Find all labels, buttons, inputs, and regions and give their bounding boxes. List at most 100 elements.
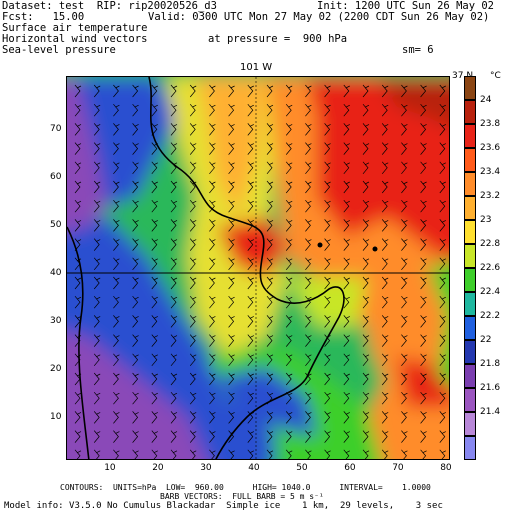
- wind-barb: [362, 219, 370, 232]
- wind-barb: [132, 411, 139, 424]
- wind-barb: [228, 334, 235, 347]
- wind-barb: [228, 315, 235, 328]
- wind-barb: [381, 257, 389, 271]
- wind-barb: [324, 84, 331, 98]
- colorbar-label: 23.4: [480, 167, 501, 177]
- wind-barb: [189, 180, 197, 194]
- wind-barb: [247, 103, 254, 117]
- wind-barb: [285, 430, 293, 443]
- wind-barb: [228, 142, 235, 155]
- wind-barb: [343, 180, 350, 194]
- wind-barb: [439, 199, 446, 213]
- wind-barb: [343, 372, 350, 386]
- wind-barb: [247, 449, 254, 459]
- colorbar-swatch: [464, 388, 476, 412]
- wind-barb: [401, 123, 408, 136]
- wind-barb: [209, 199, 216, 213]
- wind-barb: [420, 391, 427, 405]
- wind-barb: [74, 391, 82, 405]
- wind-barb: [93, 238, 101, 251]
- wind-barb: [189, 103, 197, 117]
- wind-barb: [343, 430, 350, 443]
- wind-barb: [113, 372, 120, 386]
- wind-barb: [170, 238, 178, 251]
- wind-barb: [401, 295, 408, 309]
- wind-barb: [381, 430, 389, 443]
- colorbar-label: 21.8: [480, 359, 501, 369]
- wind-barb: [74, 199, 82, 213]
- wind-barb: [381, 276, 389, 290]
- wind-barb: [209, 84, 216, 98]
- wind-barb: [324, 238, 331, 251]
- wind-barb: [324, 180, 331, 194]
- wind-barb: [343, 276, 350, 290]
- wind-barb: [74, 334, 82, 347]
- wind-barb: [247, 276, 254, 290]
- wind-barb: [439, 257, 446, 271]
- wind-barb: [189, 84, 197, 98]
- smoothing-label: sm= 6: [402, 44, 434, 56]
- wind-barb: [170, 295, 178, 309]
- wind-barb: [209, 449, 216, 459]
- wind-barb: [381, 103, 389, 117]
- wind-barb: [74, 276, 82, 290]
- wind-barb: [362, 353, 370, 367]
- colorbar-swatch: [464, 436, 476, 460]
- wind-barb: [132, 372, 139, 386]
- wind-barb: [439, 315, 446, 328]
- colorbar-swatch: [464, 412, 476, 436]
- colorbar-swatch: [464, 172, 476, 196]
- wind-barb: [381, 161, 389, 175]
- wind-barb: [151, 449, 158, 459]
- wind-barb: [439, 219, 446, 232]
- wind-barb: [362, 199, 370, 213]
- wind-barb: [151, 315, 158, 328]
- wind-barb: [113, 84, 120, 98]
- wind-barb: [113, 430, 120, 443]
- wind-barb: [247, 142, 254, 155]
- wind-barb: [228, 199, 235, 213]
- wind-barb: [266, 353, 274, 367]
- wind-barb: [266, 372, 274, 386]
- wind-barb: [439, 295, 446, 309]
- wind-barb: [189, 219, 197, 232]
- latitude-label: 37 N: [452, 71, 474, 81]
- colorbar-swatch: [464, 340, 476, 364]
- wind-barb: [305, 295, 312, 309]
- wind-barb: [266, 315, 274, 328]
- temperature-field: [67, 77, 449, 459]
- wind-barb: [381, 372, 389, 386]
- wind-barb: [285, 219, 293, 232]
- wind-barb: [362, 449, 370, 459]
- x-tick-label: 50: [296, 463, 308, 473]
- x-tick-label: 10: [104, 463, 116, 473]
- wind-barb: [324, 411, 331, 424]
- wind-barb: [113, 295, 120, 309]
- wind-barb: [93, 161, 101, 175]
- wind-barb: [266, 276, 274, 290]
- wind-barb: [439, 161, 446, 175]
- wind-barb: [93, 353, 101, 367]
- wind-barb: [401, 257, 408, 271]
- field-label-temperature: Surface air temperature: [2, 22, 148, 34]
- wind-barb: [420, 353, 427, 367]
- wind-barb: [151, 238, 158, 251]
- colorbar-label: 23.2: [480, 191, 501, 201]
- wind-barb: [93, 391, 101, 405]
- wind-barb: [74, 123, 82, 136]
- pressure-level: at pressure = 900 hPa: [208, 33, 348, 45]
- colorbar-swatch: [464, 220, 476, 244]
- wind-barb: [74, 219, 82, 232]
- colorbar-label: 23.8: [480, 119, 501, 129]
- x-tick-label: 30: [200, 463, 212, 473]
- wind-barb: [266, 430, 274, 443]
- wind-barb: [343, 199, 350, 213]
- wind-barb: [93, 199, 101, 213]
- wind-barb: [285, 353, 293, 367]
- wind-barb: [93, 84, 101, 98]
- wind-barb: [247, 353, 254, 367]
- station-marker: [317, 242, 323, 248]
- wind-barb: [420, 257, 427, 271]
- wind-barb: [381, 295, 389, 309]
- wind-barb: [151, 161, 158, 175]
